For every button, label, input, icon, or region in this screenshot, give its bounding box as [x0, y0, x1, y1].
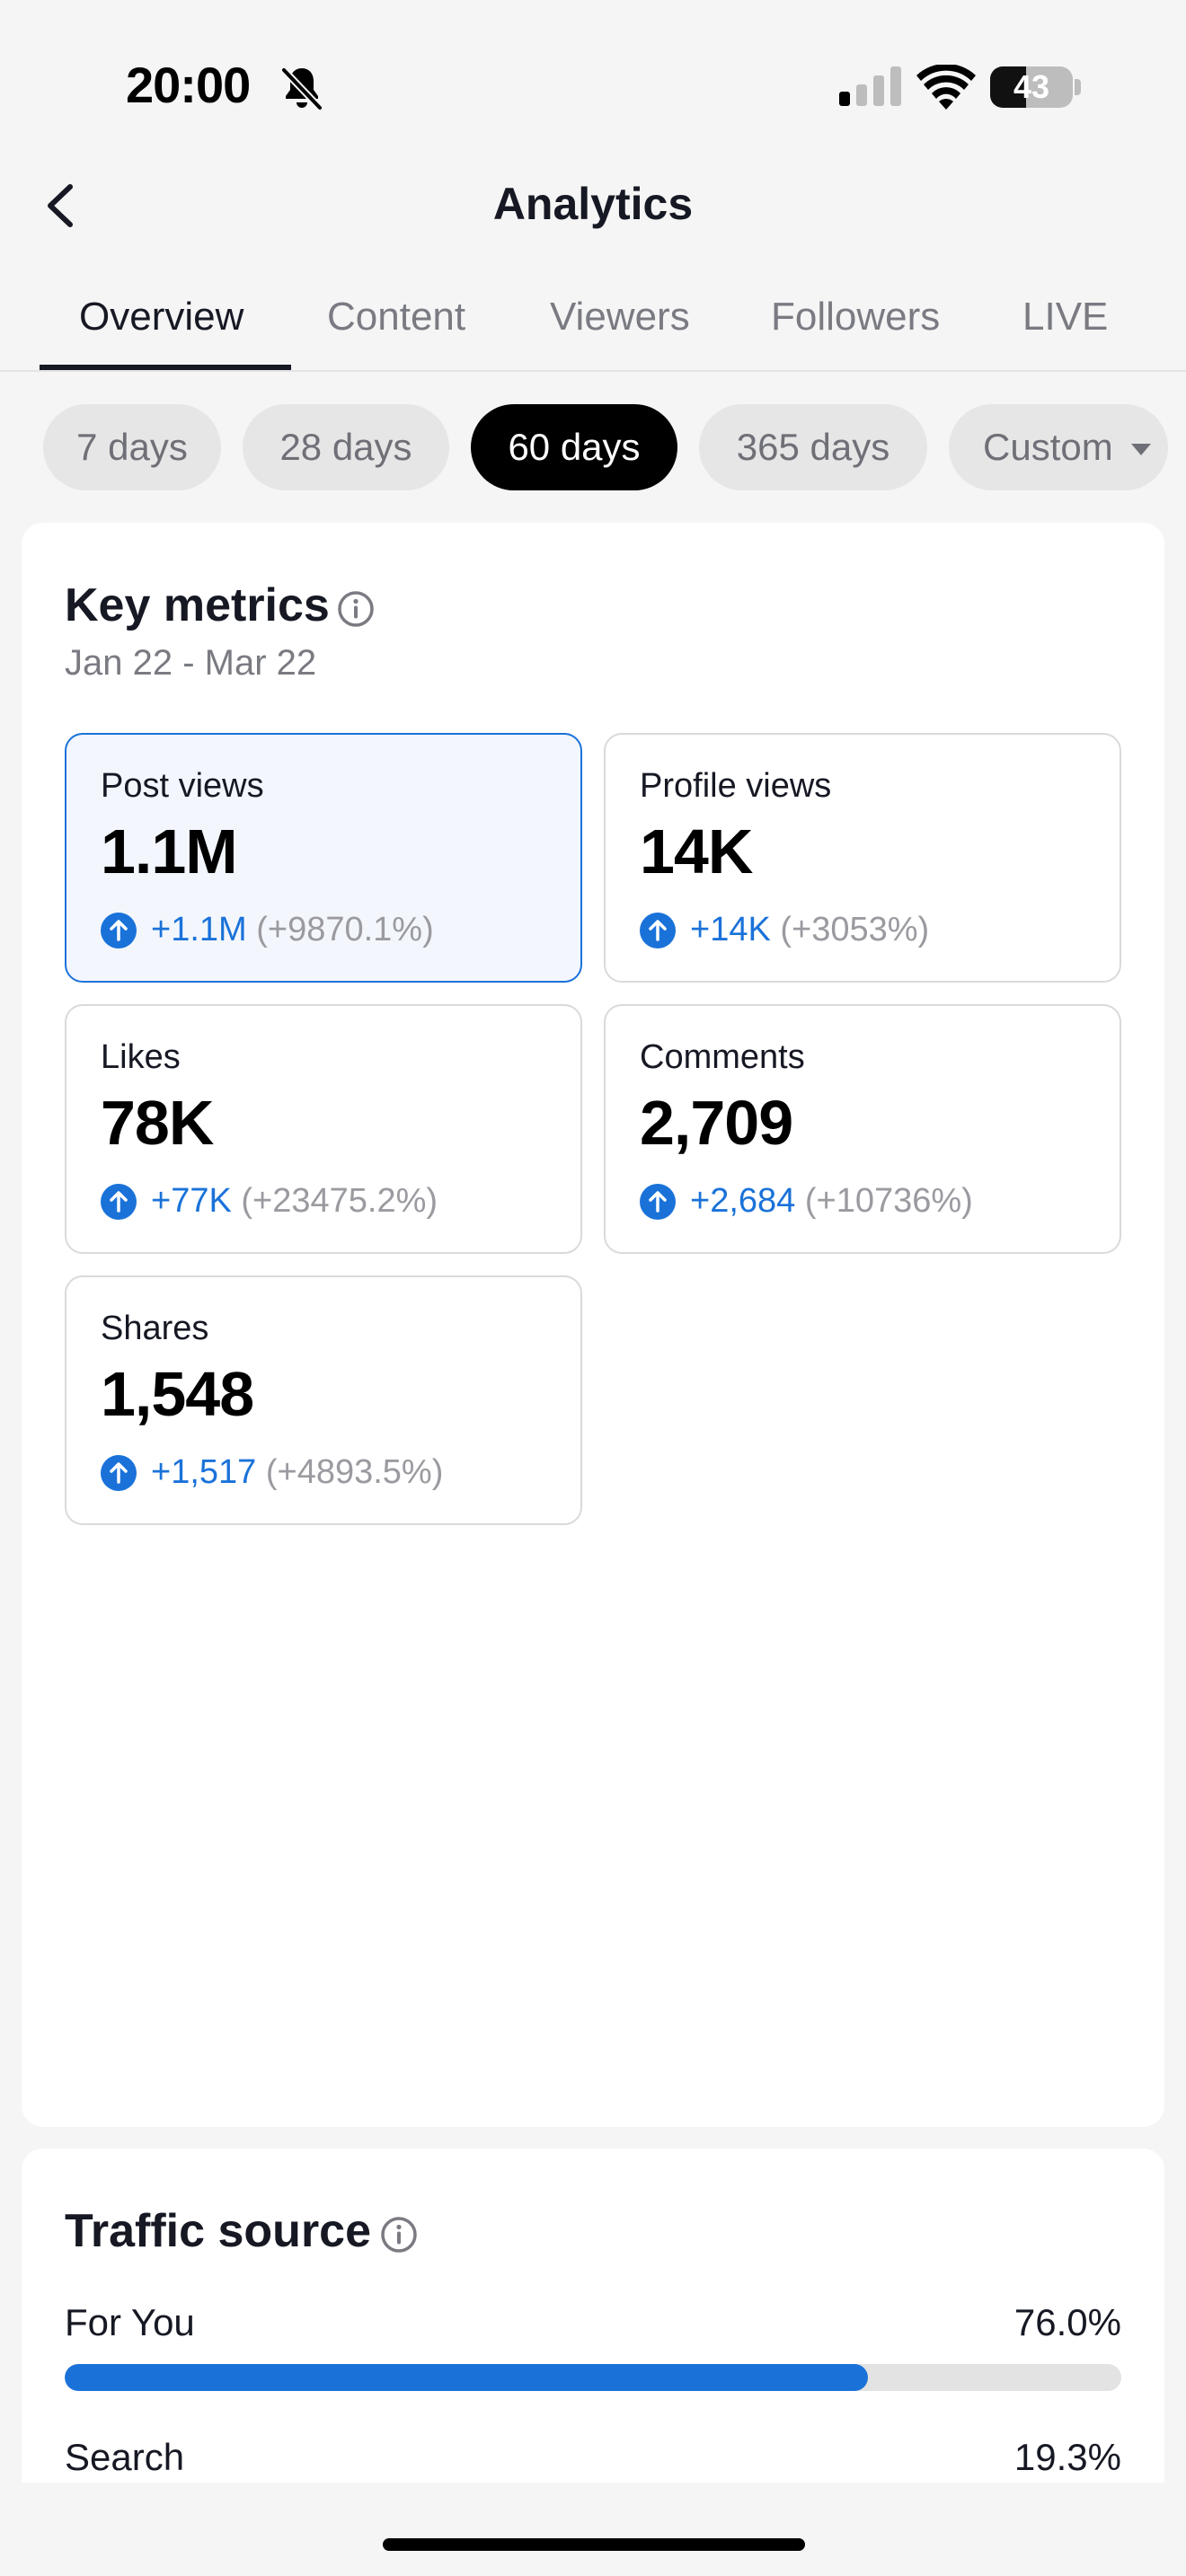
- date-range-selector: 7 days 28 days 60 days 365 days Custom: [0, 404, 1186, 490]
- header: Analytics: [0, 162, 1186, 251]
- status-time: 20:00: [126, 57, 251, 113]
- tab-overview[interactable]: Overview: [79, 295, 244, 339]
- key-metrics-title: Key metrics: [65, 579, 330, 631]
- home-indicator-area: [0, 2483, 1186, 2576]
- metric-card-post-views[interactable]: Post views 1.1M +1.1M (+9870.1%): [65, 733, 582, 983]
- date-range-label: Jan 22 - Mar 22: [65, 643, 317, 683]
- metric-value: 2,709: [640, 1088, 793, 1158]
- key-metrics-card: Key metrics Jan 22 - Mar 22 Post views 1…: [22, 523, 1164, 2127]
- metric-label: Profile views: [640, 767, 832, 805]
- tab-content[interactable]: Content: [327, 295, 466, 339]
- chevron-left-icon[interactable]: [32, 174, 95, 237]
- home-indicator[interactable]: [383, 2538, 805, 2551]
- dropdown-caret-icon: [1130, 444, 1151, 456]
- traffic-source-title: Traffic source: [65, 2205, 372, 2257]
- post-views-chart[interactable]: 281K187K93KJan 22Mar 22: [54, 1031, 1132, 1534]
- traffic-label: Search: [65, 2436, 185, 2478]
- metric-value: 1,548: [101, 1359, 254, 1429]
- metric-label: Shares: [101, 1310, 209, 1347]
- tab-live[interactable]: LIVE: [1022, 295, 1109, 339]
- range-chip-28-days[interactable]: 28 days: [243, 404, 449, 490]
- traffic-bar-fill: [65, 2364, 868, 2391]
- traffic-bar-track: [65, 2364, 1121, 2391]
- metric-change: +77K (+23475.2%): [151, 1182, 438, 1220]
- page-title: Analytics: [492, 179, 694, 229]
- metric-card-profile-views[interactable]: Profile views 14K +14K (+3053%): [604, 733, 1121, 983]
- arrow-up-icon: [640, 1184, 676, 1220]
- battery-icon: 43: [990, 66, 1082, 108]
- range-chip-7-days[interactable]: 7 days: [43, 404, 221, 490]
- chart-svg: 281K187K93KJan 22Mar 22: [54, 1031, 1132, 1534]
- range-chip-365-days[interactable]: 365 days: [699, 404, 927, 490]
- metric-value: 1.1M: [101, 816, 238, 887]
- range-chip-60-days[interactable]: 60 days: [471, 404, 677, 490]
- traffic-label: For You: [65, 2301, 195, 2343]
- metric-change: +2,684 (+10736%): [690, 1182, 973, 1220]
- battery-level: 43: [1013, 68, 1050, 105]
- tab-followers[interactable]: Followers: [771, 295, 941, 339]
- metric-value: 78K: [101, 1088, 214, 1158]
- status-bar: 20:00 43: [0, 0, 1186, 153]
- range-chip-custom[interactable]: Custom: [949, 404, 1168, 490]
- active-tab-indicator: [40, 365, 291, 370]
- wifi-icon: [916, 65, 976, 110]
- arrow-up-icon: [640, 913, 676, 948]
- metric-change: +1.1M (+9870.1%): [151, 911, 434, 948]
- metric-card-likes[interactable]: Likes 78K +77K (+23475.2%): [65, 1004, 582, 1254]
- metric-card-shares[interactable]: Shares 1,548 +1,517 (+4893.5%): [65, 1275, 582, 1525]
- metric-card-comments[interactable]: Comments 2,709 +2,684 (+10736%): [604, 1004, 1121, 1254]
- metric-value: 14K: [640, 816, 753, 887]
- metric-label: Likes: [101, 1038, 181, 1076]
- cellular-signal-icon: [839, 66, 901, 106]
- tab-viewers[interactable]: Viewers: [550, 295, 690, 339]
- metric-change: +1,517 (+4893.5%): [151, 1453, 444, 1491]
- traffic-percent: 76.0%: [1013, 2301, 1121, 2343]
- metric-change: +14K (+3053%): [690, 911, 930, 948]
- arrow-up-icon: [101, 913, 137, 948]
- info-icon[interactable]: [336, 589, 376, 629]
- metric-label: Post views: [101, 767, 264, 805]
- bell-off-icon: [281, 67, 323, 110]
- traffic-percent: 19.3%: [1013, 2436, 1121, 2478]
- arrow-up-icon: [101, 1455, 137, 1491]
- arrow-up-icon: [101, 1184, 137, 1220]
- traffic-row-for-you: For You 76.0%: [65, 2301, 1121, 2400]
- metric-label: Comments: [640, 1038, 805, 1076]
- info-icon[interactable]: [379, 2215, 419, 2254]
- tab-bar: Overview Content Viewers Followers LIVE: [0, 286, 1186, 372]
